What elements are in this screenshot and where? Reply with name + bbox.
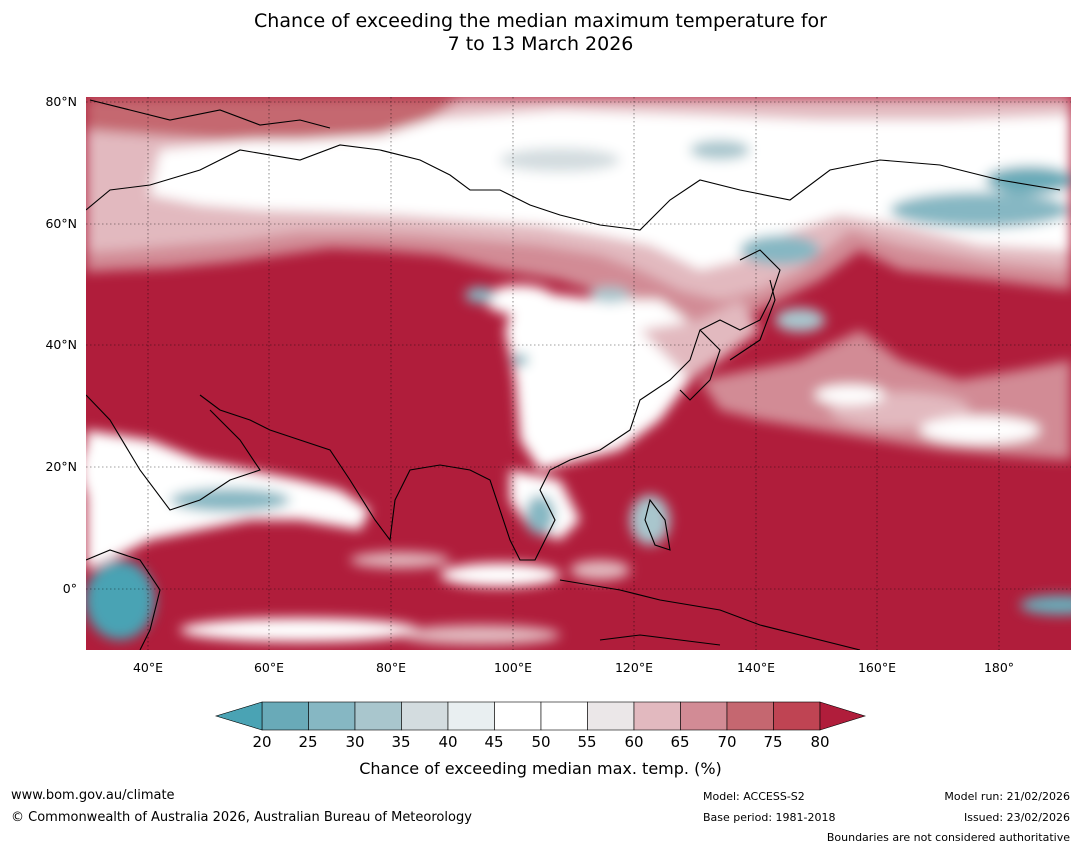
probability-map [86, 97, 1071, 650]
colorbar-over-arrow [819, 701, 867, 731]
lon-label-160e: 160°E [857, 660, 896, 675]
colorbar-tick-35: 35 [391, 733, 411, 751]
colorbar-tick-55: 55 [577, 733, 597, 751]
colorbar-cell-35 [401, 701, 449, 731]
colorbar-cell-40 [447, 701, 495, 731]
colorbar-tick-60: 60 [624, 733, 644, 751]
lat-label-40n: 40°N [45, 337, 77, 352]
colorbar-tick-70: 70 [717, 733, 737, 751]
footer-model-run: Model run: 21/02/2026 [944, 790, 1070, 803]
colorbar-tick-50: 50 [531, 733, 551, 751]
lat-label-60n: 60°N [45, 216, 77, 231]
colorbar-under-arrow [214, 701, 263, 731]
footer-model: Model: ACCESS-S2 [703, 790, 805, 803]
colorbar-cell-45 [494, 701, 542, 731]
colorbar-tick-30: 30 [345, 733, 365, 751]
map-title-line2: 7 to 13 March 2026 [447, 33, 634, 55]
colorbar-tick-80: 80 [810, 733, 830, 751]
lon-label-40e: 40°E [132, 660, 164, 675]
lon-label-180: 180° [983, 660, 1015, 675]
footer-disclaimer: Boundaries are not considered authoritat… [826, 831, 1070, 844]
lon-label-60e: 60°E [253, 660, 285, 675]
footer-base-period: Base period: 1981-2018 [703, 811, 836, 824]
colorbar-cell-65 [680, 701, 728, 731]
lat-label-20n: 20°N [45, 459, 77, 474]
colorbar-cell-30 [354, 701, 402, 731]
colorbar-cell-75 [773, 701, 821, 731]
colorbar-tick-20: 20 [252, 733, 272, 751]
colorbar-tick-45: 45 [484, 733, 504, 751]
colorbar-tick-65: 65 [670, 733, 690, 751]
map-title-line1: Chance of exceeding the median maximum t… [254, 10, 827, 32]
lon-label-140e: 140°E [736, 660, 775, 675]
lat-label-80n: 80°N [45, 94, 77, 109]
lon-label-120e: 120°E [614, 660, 653, 675]
lon-label-80e: 80°E [375, 660, 407, 675]
graticule [86, 97, 1071, 650]
colorbar-cell-55 [587, 701, 635, 731]
colorbar-cell-25 [308, 701, 356, 731]
colorbar-cell-70 [726, 701, 774, 731]
footer-issued: Issued: 23/02/2026 [963, 811, 1070, 824]
colorbar-cell-60 [633, 701, 681, 731]
footer-website: www.bom.gov.au/climate [11, 788, 175, 803]
colorbar-cell-50 [540, 701, 588, 731]
colorbar-label-text: Chance of exceeding median max. temp. (%… [359, 759, 722, 778]
footer-copyright: © Commonwealth of Australia 2026, Austra… [11, 810, 472, 825]
colorbar-tick-40: 40 [438, 733, 458, 751]
colorbar-tick-75: 75 [763, 733, 783, 751]
colorbar [214, 701, 867, 731]
colorbar-label: Chance of exceeding median max. temp. (%… [0, 759, 1081, 778]
colorbar-tick-25: 25 [298, 733, 318, 751]
map-title: Chance of exceeding the median maximum t… [0, 10, 1081, 56]
lon-label-100e: 100°E [493, 660, 532, 675]
map-field [86, 97, 1071, 650]
coastlines [86, 99, 1061, 650]
colorbar-cells [261, 701, 821, 731]
lat-label-0: 0° [62, 581, 77, 596]
colorbar-cell-20 [261, 701, 309, 731]
